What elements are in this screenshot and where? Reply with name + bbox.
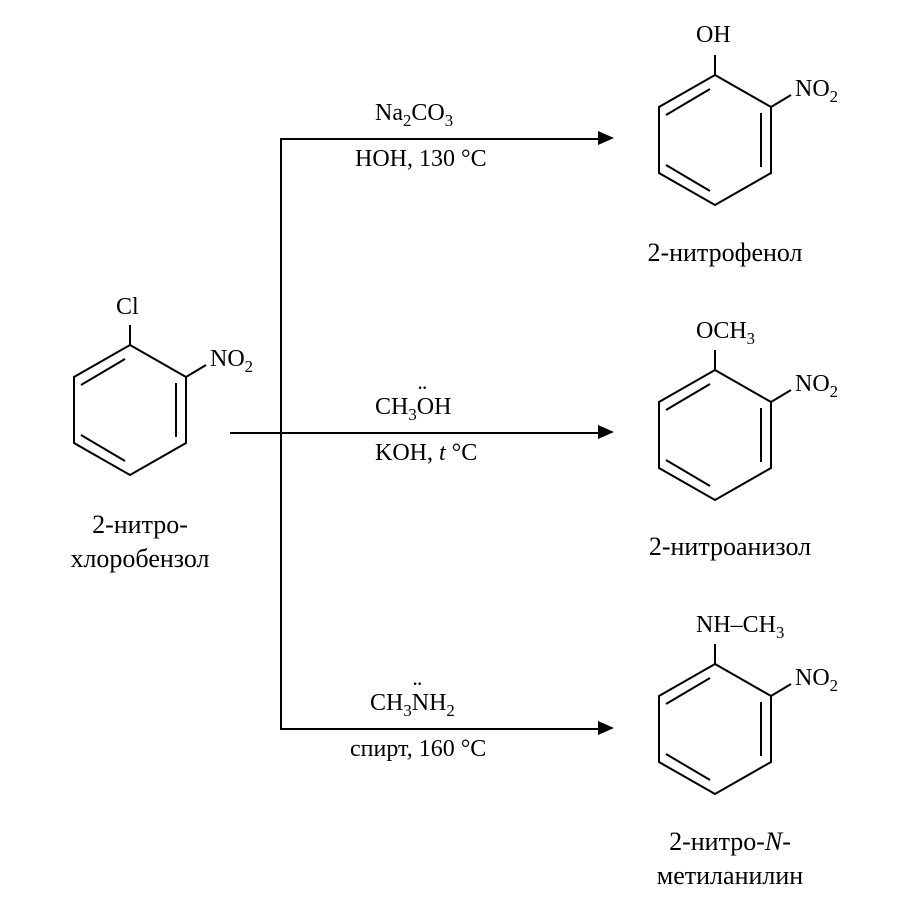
- p1-oh-label: OH: [696, 22, 731, 49]
- arrow-3-head: [598, 721, 614, 735]
- reaction-scheme: Cl NO2 2-нитро- хлоробензол Na2CO3 HOH, …: [0, 0, 924, 908]
- p3-name: 2-нитро-N- метиланилин: [600, 825, 860, 893]
- p1-no2-label: NO2: [795, 76, 838, 107]
- product-3-ring: [630, 644, 800, 814]
- p2-name: 2-нитроанизол: [600, 530, 860, 564]
- arrow-1-head: [598, 131, 614, 145]
- r3-below: спирт, 160 °C: [350, 736, 486, 763]
- product-1-ring: [630, 55, 800, 225]
- p1-name: 2-нитрофенол: [610, 236, 840, 270]
- r1-below: HOH, 130 °C: [355, 146, 487, 173]
- p3-no2-label: NO2: [795, 665, 838, 696]
- connector-vertical: [280, 138, 282, 730]
- p2-no2-label: NO2: [795, 371, 838, 402]
- p3-nhch3-label: NH–CH3: [696, 612, 784, 643]
- r2-below: KOH, t °C: [375, 440, 477, 467]
- r1-above: Na2CO3: [375, 100, 453, 131]
- product-2-ring: [630, 350, 800, 520]
- arrow-2-head: [598, 425, 614, 439]
- starting-material-ring: [45, 325, 215, 495]
- arrow-2-stub: [230, 432, 282, 434]
- arrow-2: [280, 432, 600, 434]
- r2-above: CH3OH: [375, 394, 451, 425]
- arrow-3: [280, 728, 600, 730]
- sm-cl-label: Cl: [116, 294, 139, 321]
- sm-no2-label: NO2: [210, 346, 253, 377]
- p2-och3-label: OCH3: [696, 318, 755, 349]
- sm-name: 2-нитро- хлоробензол: [30, 508, 250, 576]
- arrow-1: [280, 138, 600, 140]
- r3-above: CH3NH2: [370, 690, 455, 721]
